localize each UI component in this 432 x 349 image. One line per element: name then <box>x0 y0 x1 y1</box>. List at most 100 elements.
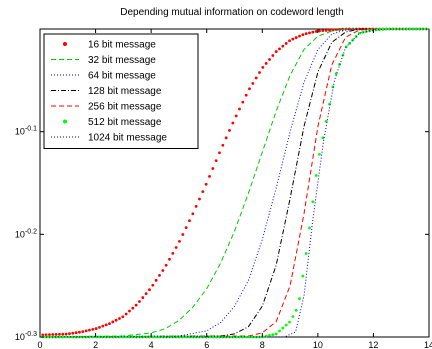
data-point <box>321 136 325 140</box>
data-point <box>58 332 61 336</box>
data-point <box>121 335 125 339</box>
legend-label: 64 bit message <box>88 71 156 82</box>
data-point <box>404 27 408 31</box>
data-point <box>244 93 248 97</box>
legend-box <box>43 33 199 149</box>
series-line <box>39 28 429 338</box>
data-point <box>128 335 131 339</box>
data-point <box>318 152 321 156</box>
data-point <box>168 257 171 261</box>
data-point <box>241 100 245 104</box>
data-point <box>238 107 241 111</box>
data-point <box>118 317 121 320</box>
y-tick-base: 10 <box>15 127 25 137</box>
data-point <box>211 167 215 170</box>
data-point <box>361 30 365 34</box>
data-point <box>261 65 265 69</box>
data-point <box>218 151 221 155</box>
data-point <box>51 333 55 336</box>
data-point <box>318 29 321 33</box>
data-point <box>191 212 195 216</box>
data-point <box>98 335 101 339</box>
data-point <box>131 306 135 310</box>
data-point <box>221 143 225 147</box>
data-point <box>311 30 315 34</box>
y-tick-base: 10 <box>15 332 25 342</box>
data-point <box>154 278 158 282</box>
data-point <box>128 309 131 313</box>
data-point <box>214 335 218 339</box>
data-point <box>284 42 288 45</box>
data-point <box>248 335 251 339</box>
data-point <box>44 333 48 337</box>
data-point <box>61 335 65 339</box>
data-point <box>64 335 68 339</box>
data-point <box>304 252 308 255</box>
data-point <box>171 251 175 255</box>
data-point <box>248 87 251 91</box>
data-point <box>268 333 271 337</box>
legend: 16 bit message 32 bit message 64 bit messa… <box>43 33 199 149</box>
data-point <box>278 329 281 333</box>
data-point <box>388 27 391 31</box>
data-point <box>384 27 388 31</box>
data-point <box>234 114 238 118</box>
data-point <box>358 31 361 35</box>
data-point <box>314 30 318 33</box>
data-point <box>54 335 58 339</box>
data-point <box>194 205 198 208</box>
data-point <box>251 335 255 339</box>
y-tick-label: 10-0.3 <box>15 331 37 342</box>
data-point <box>101 335 105 339</box>
data-point <box>181 335 185 339</box>
data-point <box>258 71 261 74</box>
data-point <box>211 335 215 339</box>
y-tick-exponent: -0.3 <box>25 331 37 338</box>
data-point <box>314 174 318 177</box>
data-point <box>108 322 111 326</box>
data-point <box>138 300 141 303</box>
data-point <box>151 283 155 287</box>
legend-swatch <box>63 119 67 124</box>
data-point <box>61 332 65 336</box>
data-point <box>254 76 258 80</box>
data-point <box>88 328 91 332</box>
data-point <box>91 328 95 331</box>
data-point <box>174 335 178 339</box>
series-64-bit-message <box>39 28 429 338</box>
data-point <box>294 308 298 312</box>
data-point <box>214 159 218 163</box>
data-point <box>124 312 128 316</box>
data-point <box>94 327 98 330</box>
data-point <box>184 335 188 339</box>
data-point <box>88 335 91 339</box>
data-point <box>144 335 148 339</box>
data-point <box>84 335 88 339</box>
data-point <box>271 333 275 337</box>
legend-label: 128 bit message <box>88 86 162 97</box>
data-point <box>118 335 121 339</box>
y-tick-base: 10 <box>15 229 25 239</box>
data-point <box>78 330 81 334</box>
legend-label: 1024 bit message <box>88 133 167 144</box>
data-point <box>121 315 125 319</box>
data-point <box>81 330 85 334</box>
data-point <box>54 332 58 336</box>
data-point <box>324 120 328 123</box>
data-point <box>244 335 248 339</box>
data-point <box>381 27 385 31</box>
legend-item: 64 bit message <box>51 71 156 82</box>
data-point <box>374 28 378 32</box>
data-point <box>391 27 395 31</box>
data-point <box>148 288 151 292</box>
legend-item: 16 bit message <box>63 40 156 51</box>
series-1024-bit-message <box>40 28 429 338</box>
data-point <box>298 297 301 301</box>
series-line <box>39 28 429 338</box>
x-tick-label: 0 <box>37 340 42 349</box>
y-tick-exponent: -0.2 <box>25 228 37 235</box>
data-point <box>304 32 308 36</box>
x-tick-label: 8 <box>260 340 265 349</box>
